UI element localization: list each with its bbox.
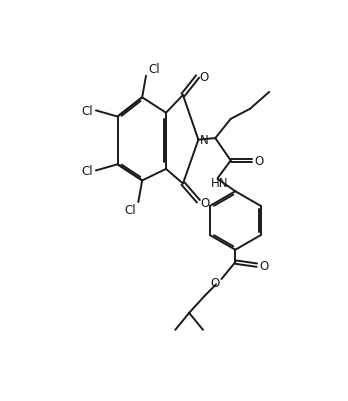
Text: N: N [199,134,208,147]
Text: HN: HN [211,177,229,190]
Text: Cl: Cl [81,164,93,178]
Text: O: O [259,259,268,272]
Text: Cl: Cl [81,105,93,117]
Text: O: O [200,196,209,209]
Text: Cl: Cl [125,204,136,217]
Text: O: O [199,71,208,84]
Text: O: O [255,154,264,168]
Text: O: O [210,276,219,289]
Text: Cl: Cl [148,63,159,75]
